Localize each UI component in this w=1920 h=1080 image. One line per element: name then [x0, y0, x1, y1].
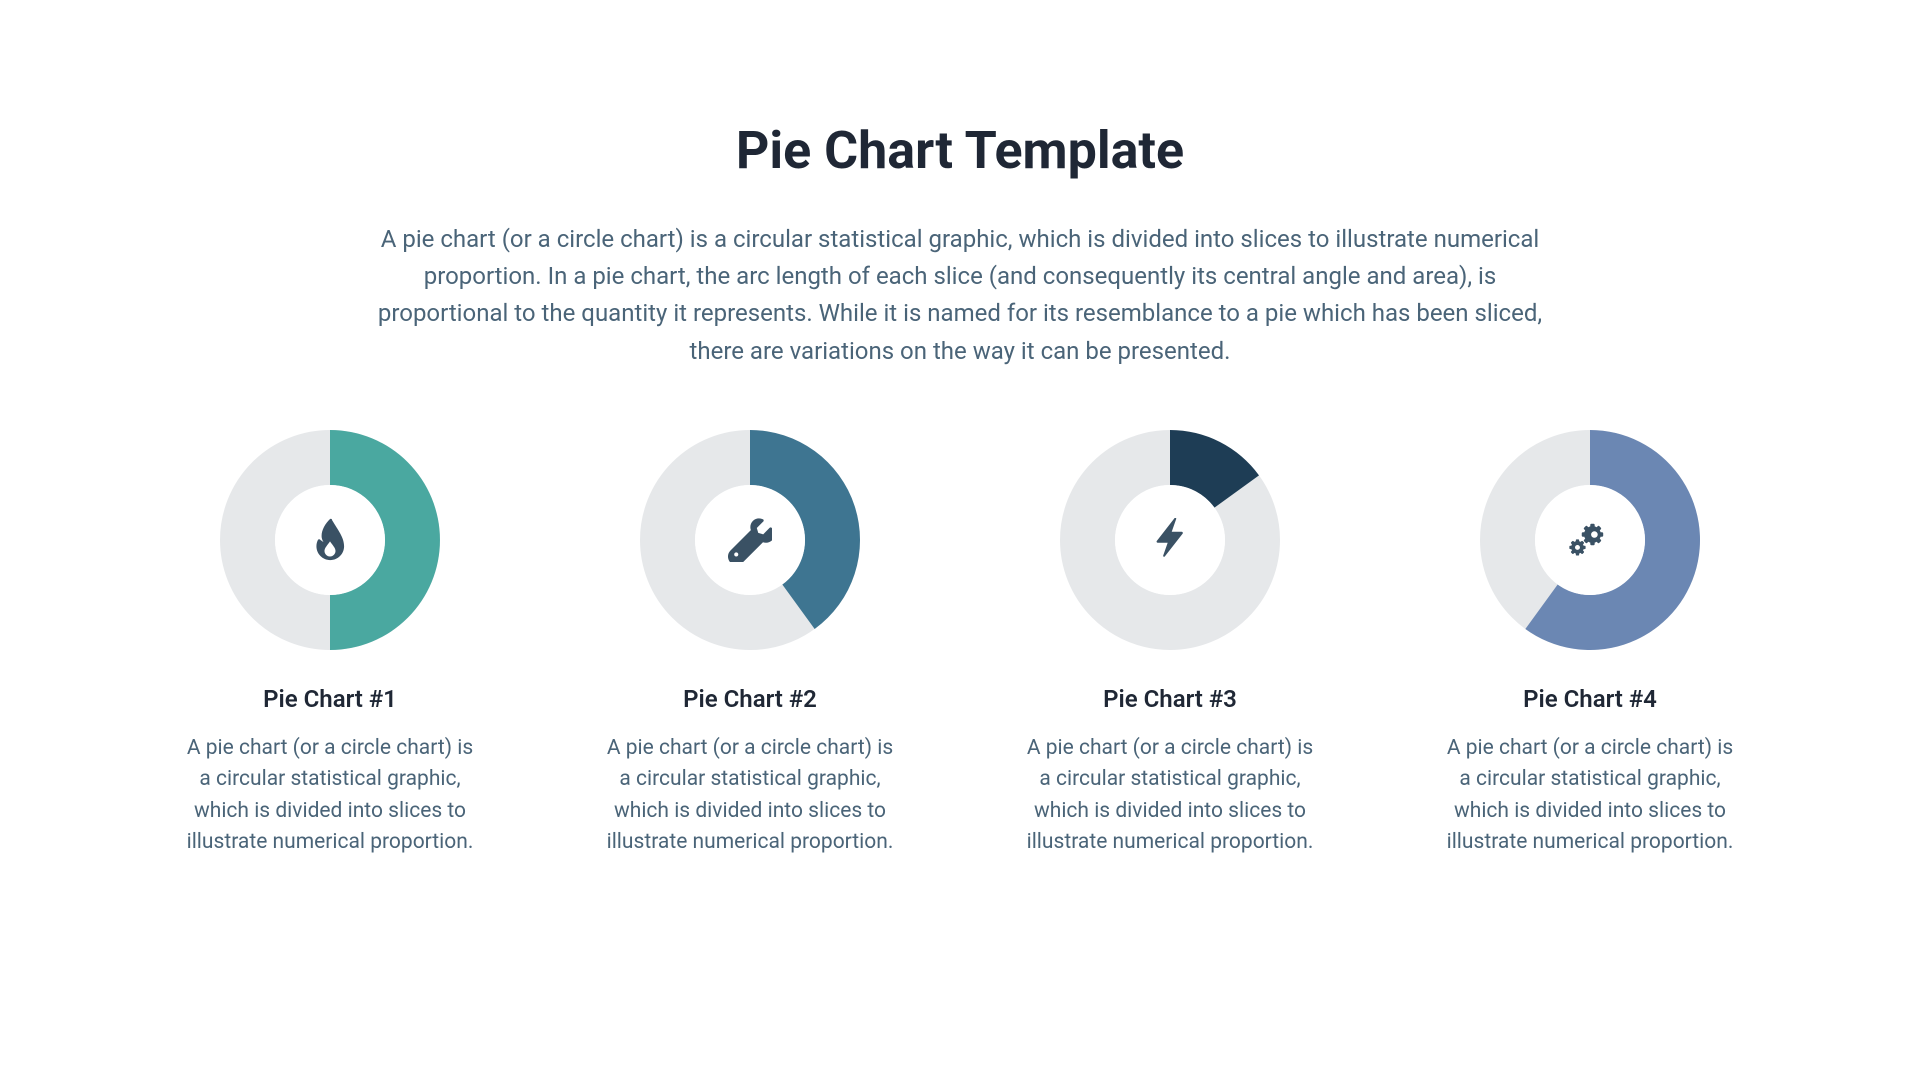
chart-title-1: Pie Chart #1 [263, 685, 397, 713]
chart-card-4: Pie Chart #4 A pie chart (or a circle ch… [1440, 430, 1740, 859]
donut-chart-1 [220, 430, 440, 650]
wrench-icon [728, 518, 772, 562]
chart-desc-3: A pie chart (or a circle chart) is a cir… [1020, 733, 1320, 859]
chart-card-3: Pie Chart #3 A pie chart (or a circle ch… [1020, 430, 1320, 859]
page-subtitle: A pie chart (or a circle chart) is a cir… [360, 221, 1560, 370]
flame-icon [308, 518, 352, 562]
charts-row: Pie Chart #1 A pie chart (or a circle ch… [0, 430, 1920, 859]
chart-desc-2: A pie chart (or a circle chart) is a cir… [600, 733, 900, 859]
page-title: Pie Chart Template [736, 120, 1184, 181]
chart-card-2: Pie Chart #2 A pie chart (or a circle ch… [600, 430, 900, 859]
gears-icon [1568, 518, 1612, 562]
chart-desc-1: A pie chart (or a circle chart) is a cir… [180, 733, 480, 859]
donut-center-3 [1115, 485, 1225, 595]
chart-title-2: Pie Chart #2 [683, 685, 817, 713]
chart-card-1: Pie Chart #1 A pie chart (or a circle ch… [180, 430, 480, 859]
chart-desc-4: A pie chart (or a circle chart) is a cir… [1440, 733, 1740, 859]
chart-title-3: Pie Chart #3 [1103, 685, 1237, 713]
donut-chart-3 [1060, 430, 1280, 650]
donut-chart-2 [640, 430, 860, 650]
donut-center-4 [1535, 485, 1645, 595]
chart-title-4: Pie Chart #4 [1523, 685, 1657, 713]
donut-chart-4 [1480, 430, 1700, 650]
bolt-icon [1148, 518, 1192, 562]
donut-center-2 [695, 485, 805, 595]
donut-center-1 [275, 485, 385, 595]
